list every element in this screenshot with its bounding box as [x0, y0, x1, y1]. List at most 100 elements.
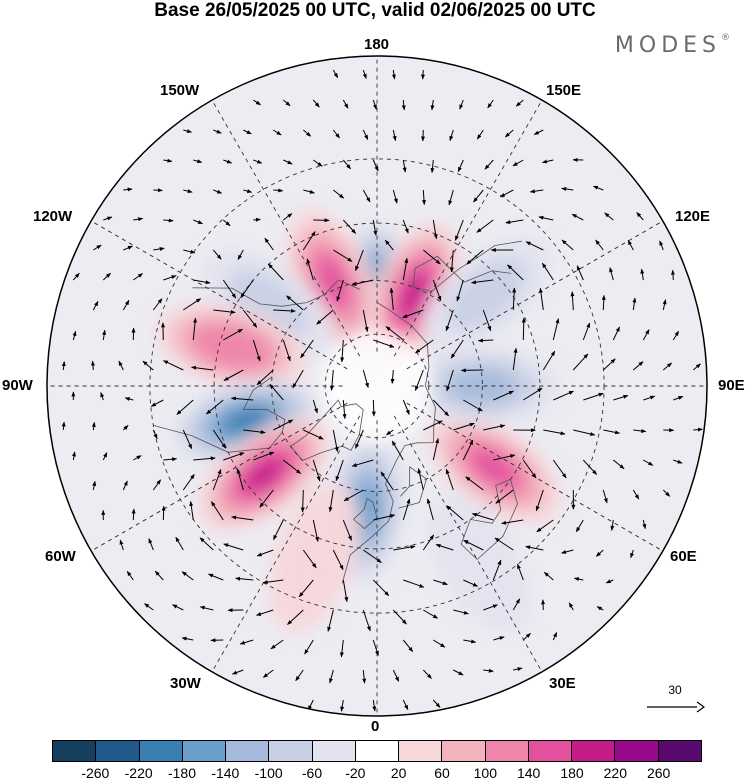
anomaly-center [426, 412, 563, 524]
wind-arrow [273, 188, 284, 193]
coastline [412, 240, 522, 292]
wind-arrow [505, 219, 524, 225]
wind-arrow [402, 498, 411, 521]
wind-arrow [102, 272, 111, 281]
wind-arrow [662, 299, 667, 311]
wind-arrow [163, 360, 184, 371]
wind-arrow [176, 399, 194, 415]
wind-arrow [282, 459, 302, 474]
wind-arrow [576, 265, 584, 281]
wind-arrow [193, 279, 211, 285]
wind-arrow [210, 501, 224, 521]
colorbar [52, 740, 702, 762]
wind-arrow [332, 549, 344, 571]
wind-arrow [332, 189, 345, 199]
wind-arrow [362, 669, 367, 684]
wind-arrow [504, 129, 514, 138]
wind-arrow [362, 69, 367, 79]
wind-arrow [355, 429, 364, 449]
chart-title: Base 26/05/2025 00 UTC, valid 02/06/2025… [154, 0, 596, 21]
wind-arrow [602, 489, 608, 504]
wind-arrow [213, 129, 222, 134]
wind-arrow [181, 571, 194, 581]
wind-arrow [463, 639, 477, 644]
wind-arrow [457, 159, 464, 173]
wind-arrow [154, 570, 164, 581]
wind-arrow [122, 299, 130, 311]
wind-arrow [182, 473, 195, 491]
wind-arrow [329, 669, 334, 684]
wind-arrow [632, 489, 640, 500]
anomaly-field [155, 208, 563, 634]
wind-arrow [270, 639, 284, 650]
colorbar-tick-label: -180 [167, 765, 197, 781]
colorbar-tick-label: -60 [301, 765, 323, 781]
wind-arrow [433, 579, 448, 586]
wind-arrow [303, 429, 324, 440]
wind-arrow [612, 459, 625, 470]
wind-arrow [124, 397, 134, 401]
wind-arrow [483, 424, 506, 431]
colorbar-segment [226, 741, 270, 761]
wind-arrow [535, 489, 544, 512]
wind-arrow [432, 438, 440, 461]
wind-arrow [512, 287, 517, 311]
wind-arrow [430, 159, 435, 174]
wind-arrow [122, 480, 128, 491]
wind-arrow [273, 129, 282, 136]
wind-arrow [212, 249, 222, 260]
wind-arrow [302, 549, 317, 569]
wind-arrow [142, 360, 154, 371]
wind-arrow [402, 699, 409, 711]
wind-arrow [522, 459, 537, 479]
wind-arrow [302, 129, 312, 137]
lon-label-120w: 120W [33, 208, 73, 225]
wind-arrow [533, 129, 544, 135]
wind-arrow [421, 69, 425, 80]
wind-arrow [662, 362, 672, 371]
wind-arrow [93, 244, 102, 251]
colorbar-segment [399, 741, 443, 761]
wind-arrow [206, 399, 224, 415]
wind-arrow [152, 429, 158, 440]
polar-cap [322, 331, 432, 441]
meridian [211, 99, 361, 357]
wind-arrow [253, 159, 263, 164]
wind-arrow [336, 279, 344, 302]
wind-arrow [538, 215, 554, 221]
wind-arrow [61, 421, 66, 431]
wind-arrow [283, 213, 293, 221]
anomaly-contour [285, 512, 343, 605]
wind-arrow [199, 537, 214, 551]
wind-arrow [282, 99, 291, 107]
wind-arrow [632, 297, 637, 311]
wind-arrow [643, 395, 656, 401]
wind-arrow [223, 369, 244, 381]
wind-arrow [222, 219, 231, 227]
wind-arrow [636, 212, 644, 221]
wind-arrow [692, 363, 701, 371]
wind-arrow [463, 539, 484, 551]
brand-text: MODES [614, 33, 721, 58]
wind-arrow [212, 429, 227, 449]
wind-arrow [609, 267, 614, 281]
wind-arrow [522, 633, 531, 641]
colorbar-segment [658, 741, 701, 761]
wind-arrow [603, 429, 621, 435]
wind-arrow [303, 189, 315, 194]
wind-arrow [477, 338, 494, 343]
wind-arrow [446, 505, 464, 521]
wind-arrow [517, 563, 524, 581]
wind-arrow [462, 439, 474, 461]
wind-arrow [493, 454, 516, 461]
wind-arrow [302, 231, 316, 251]
wind-arrow [304, 639, 314, 655]
wind-arrow [582, 459, 597, 475]
wind-arrow [423, 609, 439, 619]
lon-label-30e: 30E [549, 675, 576, 692]
wind-arrow [499, 189, 514, 198]
wind-arrow [328, 489, 334, 513]
colorbar-segment [355, 741, 400, 761]
wind-arrow [392, 189, 398, 204]
wind-arrow [525, 241, 544, 251]
